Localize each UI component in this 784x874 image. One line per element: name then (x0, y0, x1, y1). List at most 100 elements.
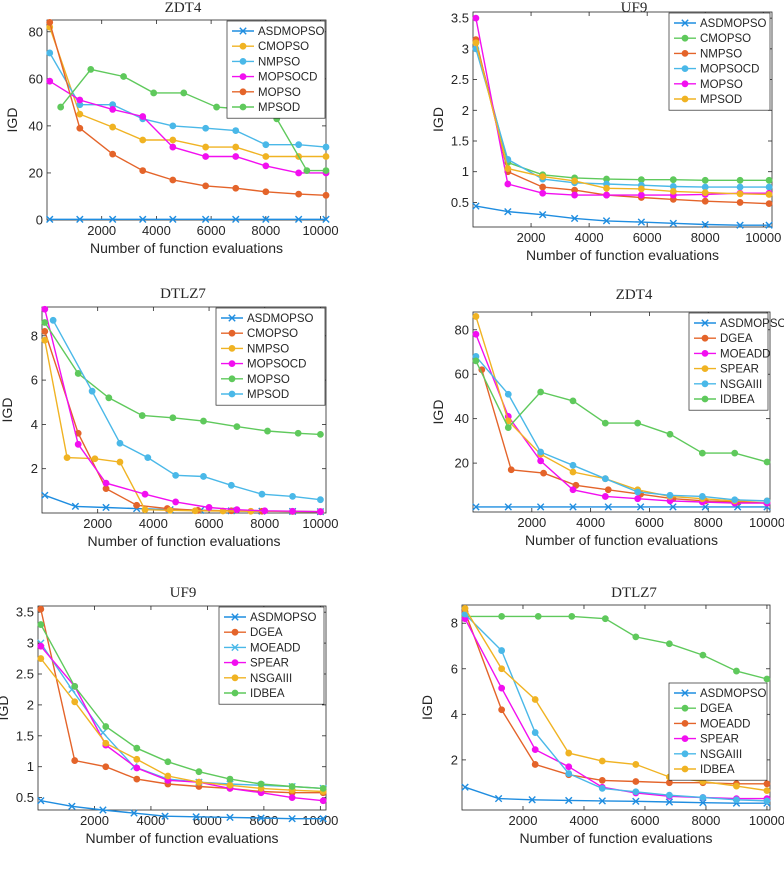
legend-label: MOEADD (720, 348, 770, 360)
legend-label: NSGAIII (700, 749, 742, 761)
legend-marker (681, 735, 689, 742)
data-point (37, 642, 45, 650)
data-point (257, 814, 265, 822)
x-tick-label: 10000 (302, 516, 338, 531)
legend-label: MOPSOCD (700, 64, 759, 76)
y-tick-label: 20 (455, 456, 469, 471)
data-point (99, 806, 107, 814)
y-tick-label: 1.5 (16, 728, 34, 743)
data-point (164, 772, 172, 780)
legend-entry: IDBEA (694, 394, 755, 406)
series-asdmopso (472, 202, 773, 229)
data-point (102, 763, 110, 771)
series-line (475, 360, 768, 463)
data-point (537, 457, 545, 465)
legend-box (215, 307, 326, 406)
legend-marker (701, 380, 709, 388)
data-point (295, 190, 303, 198)
data-point (141, 490, 149, 498)
data-point (736, 190, 744, 198)
data-point (765, 200, 773, 208)
legend-entry: CMOPSO (674, 33, 751, 45)
legend-marker (231, 628, 239, 636)
x-tick-label: 8000 (691, 230, 720, 245)
data-point (109, 106, 117, 113)
data-point (264, 427, 271, 435)
legend-entry: NSGAIII (224, 673, 292, 685)
series-asdmopso (472, 503, 771, 511)
data-point (601, 615, 609, 623)
data-point (598, 776, 606, 784)
x-tick-label: 2000 (517, 515, 546, 530)
y-tick-label: 20 (29, 165, 43, 180)
data-point (195, 768, 203, 776)
data-point (498, 647, 506, 654)
legend-entry: MOPSOCD (232, 72, 317, 84)
legend-entry: SPEAR (224, 658, 289, 670)
data-point (498, 684, 506, 692)
data-point (472, 39, 480, 47)
x-axis-label: Number of function evaluations (520, 830, 713, 846)
x-tick-label: 4000 (570, 813, 599, 828)
data-point (261, 507, 269, 515)
data-point (226, 813, 234, 822)
y-tick-label: 40 (29, 118, 43, 133)
data-point (701, 189, 709, 197)
data-point (632, 778, 640, 785)
data-point (665, 779, 673, 787)
data-point (604, 503, 612, 511)
data-point (294, 215, 303, 223)
legend-label: MPSOD (258, 102, 300, 114)
data-point (504, 424, 512, 431)
chart-title: ZDT4 (165, 0, 202, 16)
legend-label: ASDMOPSO (720, 318, 784, 330)
y-tick-label: 80 (29, 24, 43, 39)
data-point (498, 612, 506, 620)
legend-label: MOPSO (700, 79, 743, 91)
legend-entry: MPSOD (232, 102, 300, 114)
data-point (699, 794, 707, 801)
legend-entry: ASDMOPSO (224, 612, 317, 624)
legend-marker (239, 88, 247, 96)
data-point (565, 796, 573, 805)
legend-marker (239, 58, 247, 65)
legend: ASDMOPSO DGEA MOEADD SPEAR NSGAIII IDBEA (218, 606, 325, 705)
series-line (475, 316, 768, 502)
legend-label: NMPSO (258, 56, 300, 68)
data-point (637, 191, 645, 199)
data-point (319, 784, 327, 792)
legend-label: ASDMOPSO (250, 612, 317, 624)
data-point (701, 220, 709, 229)
data-point (138, 412, 146, 419)
data-point (634, 495, 642, 503)
legend-label: MOPSO (258, 87, 301, 99)
data-point (319, 814, 327, 823)
data-point (539, 173, 547, 181)
legend-marker (701, 319, 709, 327)
legend-box (668, 12, 771, 111)
data-point (295, 169, 303, 177)
plot-frame (37, 605, 327, 811)
data-point (91, 455, 99, 463)
data-point (169, 414, 177, 422)
y-tick-label: 60 (455, 367, 469, 382)
data-point (46, 215, 54, 223)
data-point (258, 490, 266, 498)
legend-entry: ASDMOPSO (221, 313, 314, 325)
chart-panel-6: DTLZ7 2000 4000 6000 8000 10000 2 4 6 8 Number of … (419, 585, 784, 846)
data-point (116, 439, 124, 447)
data-point (288, 814, 296, 823)
legend-marker (681, 95, 689, 103)
y-tick-label: 2.5 (16, 667, 34, 682)
y-tick-label: 3 (27, 636, 34, 651)
y-tick-label: 8 (31, 328, 38, 343)
data-point (180, 89, 188, 97)
data-point (665, 791, 673, 799)
data-point (133, 755, 141, 763)
y-tick-label: 2 (451, 752, 458, 767)
y-tick-label: 2 (462, 103, 469, 118)
legend-marker (681, 34, 689, 42)
data-point (733, 796, 740, 804)
data-point (169, 176, 177, 184)
